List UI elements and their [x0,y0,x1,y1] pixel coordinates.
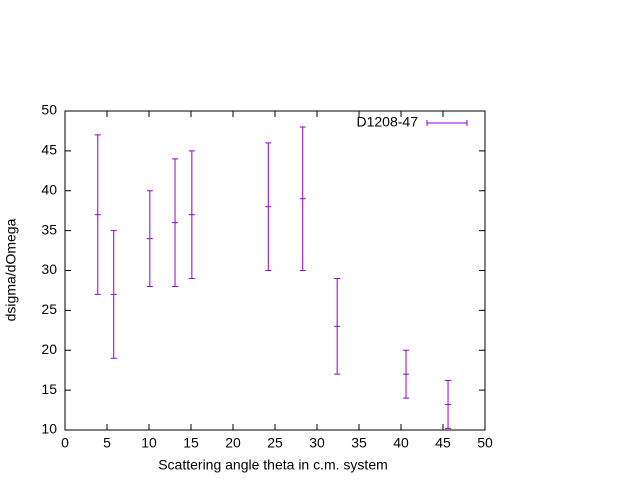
x-tick-label: 25 [267,435,283,451]
plot-frame [64,110,486,431]
x-tick-label: 10 [141,435,157,451]
y-tick-label: 20 [41,341,57,357]
y-tick-label: 10 [41,421,57,437]
y-axis-label: dsigma/dOmega [3,218,19,321]
y-tick-label: 25 [41,301,57,317]
y-tick-label: 45 [41,142,57,158]
x-axis-label: Scattering angle theta in c.m. system [158,457,388,473]
x-tick-label: 20 [225,435,241,451]
y-tick-label: 15 [41,381,57,397]
x-tick-label: 5 [103,435,111,451]
y-tick-label: 50 [41,102,57,118]
x-tick-label: 30 [309,435,325,451]
x-tick-label: 45 [435,435,451,451]
legend-label: D1208-47 [357,114,419,130]
x-tick-label: 40 [393,435,409,451]
y-tick-label: 40 [41,181,57,197]
legend-swatch [426,120,468,126]
x-tick-label: 35 [351,435,367,451]
x-tick-label: 50 [477,435,493,451]
x-tick-label: 15 [183,435,199,451]
y-tick-label: 35 [41,221,57,237]
y-tick-label: 30 [41,261,57,277]
x-tick-label: 0 [61,435,69,451]
